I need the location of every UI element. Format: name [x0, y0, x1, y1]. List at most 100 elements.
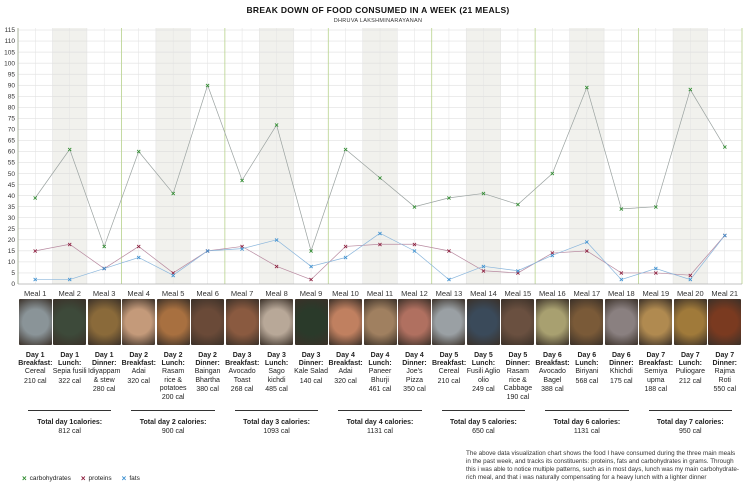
data-point-fats: ×	[447, 275, 452, 284]
meal-food: Biriyani	[575, 368, 599, 376]
data-point-proteins: ×	[481, 266, 486, 275]
meal-food: Paneer Bhurji	[368, 368, 392, 384]
meal-day: Day 2	[129, 352, 148, 359]
meal-time: Lunch:	[264, 360, 289, 368]
data-point-carbohydrates: ×	[585, 83, 590, 92]
meal-photo	[604, 299, 638, 345]
meal-time: Dinner:	[91, 360, 117, 368]
day-total-value: 650 cal	[472, 428, 495, 435]
meal-time: Breakfast:	[225, 360, 260, 368]
data-point-carbohydrates: ×	[274, 121, 279, 130]
meal-food: Semiya upma	[644, 368, 668, 384]
meal-info: Day 6 Breakfast: Avocado Bagel 388 cal	[535, 352, 569, 394]
x-tick-label: Meal 15	[505, 289, 532, 298]
day-total-value: 900 cal	[161, 428, 185, 435]
data-point-carbohydrates: ×	[723, 143, 728, 152]
day-total: Total day 6 calories: 1131 cal	[537, 418, 637, 436]
day-separator-line	[441, 410, 526, 411]
y-tick-label: 85	[8, 93, 16, 100]
meal-info: Day 4 Breakfast: Adai 320 cal	[329, 352, 363, 386]
meal-day: Day 6	[543, 352, 562, 359]
meal-day: Day 7	[715, 352, 735, 359]
meal-cal: 322 cal	[58, 377, 81, 385]
meal-cal: 461 cal	[368, 385, 392, 393]
day-total-label: Total day 7 calories:	[656, 419, 724, 426]
data-point-fats: ×	[481, 262, 486, 271]
legend: × carbohydrates × proteins × fats	[22, 474, 140, 483]
meal-photo	[673, 299, 707, 345]
meal-food: Sago kichdi	[267, 368, 286, 384]
day-total-value: 950 cal	[678, 428, 702, 435]
data-point-carbohydrates: ×	[33, 193, 38, 202]
day-separator-line	[28, 410, 112, 411]
meal-photo	[639, 299, 673, 345]
meal-cal: 210 cal	[437, 377, 461, 385]
meal-food: Puliogare	[675, 368, 706, 376]
meal-info: Day 7 Dinner: Rajma Roti 550 cal	[708, 352, 742, 394]
legend-label: carbohydrates	[29, 475, 71, 482]
data-point-fats: ×	[585, 238, 590, 247]
day-total-label: Total day 6 calories:	[553, 419, 621, 426]
data-point-proteins: ×	[550, 249, 555, 258]
y-tick-label: 20	[8, 237, 16, 244]
x-tick-label: Meal 13	[436, 289, 463, 298]
series-lines	[34, 84, 726, 280]
meal-time: Dinner:	[609, 360, 634, 368]
meal-info: Day 2 Breakfast: Adai 320 cal	[122, 352, 156, 386]
x-tick-label: Meal 9	[300, 289, 323, 298]
y-tick-label: 105	[4, 49, 15, 56]
y-tick-label: 100	[4, 60, 15, 67]
day-total: Total day 4 calories: 1131 cal	[330, 418, 430, 436]
meal-info: Day 5 Lunch: Fusili Aglio olio 249 cal	[466, 352, 500, 394]
meal-time: Dinner:	[298, 360, 324, 368]
y-tick-label: 70	[8, 127, 16, 134]
chart-subtitle: DHRUVA LAKSHMINARAYANAN	[334, 18, 423, 24]
meal-time: Breakfast:	[121, 360, 156, 368]
legend-label: fats	[129, 475, 140, 482]
x-tick-label: Meal 12	[401, 289, 428, 298]
meal-food: Joe's Pizza	[405, 368, 424, 384]
x-tick-label: Meal 17	[574, 289, 601, 298]
x-tick-label: Meal 16	[539, 289, 566, 298]
y-tick-label: 65	[8, 138, 16, 145]
data-point-carbohydrates: ×	[309, 246, 314, 255]
meal-food: Adai	[131, 368, 146, 376]
meal-food: Kale Salad	[294, 368, 328, 376]
day-total: Total day 7 calories: 950 cal	[640, 418, 740, 436]
day-separator-line	[131, 410, 215, 411]
meal-info: Day 3 Dinner: Kale Salad 140 cal	[294, 352, 328, 386]
data-point-proteins: ×	[309, 275, 314, 284]
x-tick-label: Meal 11	[367, 289, 393, 298]
y-axis-ticks: 0 5 10 15 20 25 30 35 40 45 50 55 60 65 70 75 80 85 90 95 10…	[4, 27, 15, 288]
data-point-fats: ×	[68, 275, 73, 284]
y-tick-label: 10	[8, 259, 16, 266]
meal-day: Day 1	[25, 352, 45, 359]
meal-info: Day 1 Breakfast: Cereal 210 cal	[18, 352, 52, 386]
meal-cal: 268 cal	[230, 385, 254, 393]
series-line-proteins	[35, 235, 726, 280]
meal-day: Day 1	[94, 352, 114, 359]
meal-day: Day 5	[439, 352, 459, 359]
series-line-carbohydrates	[34, 84, 726, 253]
meal-food: Fusili Aglio olio	[466, 368, 501, 384]
data-point-fats: ×	[688, 275, 693, 284]
data-point-proteins: ×	[33, 246, 38, 255]
legend-item-proteins: × proteins	[81, 474, 112, 483]
data-point-carbohydrates: ×	[205, 81, 210, 90]
meal-day: Day 3	[301, 352, 321, 359]
data-point-carbohydrates: ×	[136, 147, 141, 156]
meal-photo	[191, 299, 225, 345]
meal-photo	[156, 299, 190, 345]
meal-photo	[122, 299, 156, 345]
data-point-carbohydrates: ×	[550, 169, 555, 178]
meal-cal: 485 cal	[265, 385, 288, 393]
meal-food: Khichdi	[609, 368, 633, 376]
y-tick-label: 50	[8, 171, 16, 178]
data-point-carbohydrates: ×	[654, 202, 659, 211]
meal-info: Day 5 Breakfast: Cereal 210 cal	[432, 352, 466, 386]
meal-photo	[708, 299, 742, 345]
y-tick-label: 15	[8, 248, 16, 255]
meal-time: Lunch:	[368, 360, 392, 368]
meal-food: Cereal	[438, 368, 460, 376]
